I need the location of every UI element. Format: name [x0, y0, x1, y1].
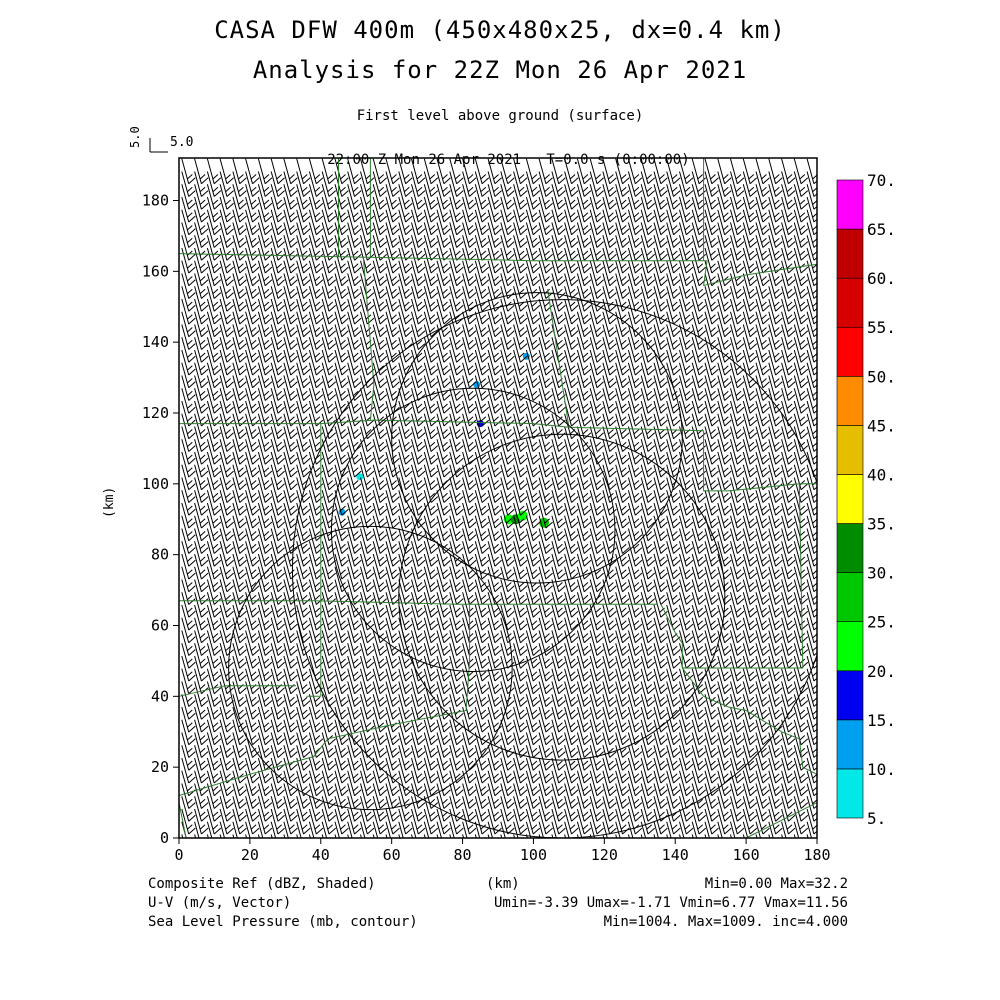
- county-line: [681, 667, 818, 775]
- colorbar-label: 10.: [867, 760, 896, 779]
- colorbar-label: 60.: [867, 269, 896, 288]
- colorbar-label: 40.: [867, 465, 896, 484]
- y-tick-label: 160: [142, 262, 169, 280]
- x-tick-label: 100: [520, 846, 547, 864]
- y-tick-label: 180: [142, 192, 169, 210]
- chart-title-line1: CASA DFW 400m (450x480x25, dx=0.4 km): [214, 16, 786, 44]
- y-tick-label: 140: [142, 333, 169, 351]
- colorbar-swatch: [836, 719, 864, 770]
- colorbar-label: 5.: [867, 809, 886, 828]
- range-ring: [398, 433, 726, 761]
- wind-vector-stats: Umin=-3.39 Umax=-1.71 Vmin=6.77 Vmax=11.…: [493, 895, 848, 911]
- wind-vector-label: U-V (m/s, Vector): [148, 895, 292, 911]
- colorbar-swatch: [836, 768, 864, 819]
- wind-vectors-layer: [181, 158, 817, 838]
- county-line: [179, 419, 704, 432]
- range-rings-layer: [228, 292, 817, 838]
- colorbar-label: 15.: [867, 711, 896, 730]
- county-line: [178, 600, 471, 796]
- colorbar-label: 45.: [867, 416, 896, 435]
- colorbar-label: 55.: [867, 318, 896, 337]
- range-ring: [330, 387, 616, 673]
- x-tick-label: 40: [312, 846, 330, 864]
- x-tick-label: 180: [803, 846, 830, 864]
- y-tick-label: 120: [142, 404, 169, 422]
- wind-barbs: [181, 158, 817, 838]
- x-tick-label: 0: [174, 846, 183, 864]
- ref-vector-label: 5.0: [170, 135, 194, 150]
- x-axis-unit: (km): [486, 876, 520, 892]
- colorbar-label: 50.: [867, 367, 896, 386]
- y-tick-label: 20: [151, 758, 169, 776]
- colorbar-swatch: [836, 621, 864, 672]
- x-tick-label: 160: [733, 846, 760, 864]
- county-line: [178, 685, 296, 697]
- colorbar-swatch: [836, 179, 864, 230]
- county-line: [178, 253, 708, 262]
- y-axis: 0 20 40 60 80 100 120 140 160 180: [142, 192, 179, 847]
- colorbar-label: 35.: [867, 515, 896, 534]
- chart-title-line2: Analysis for 22Z Mon 26 Apr 2021: [252, 56, 748, 84]
- colorbar-swatch: [836, 376, 864, 426]
- x-tick-label: 80: [454, 846, 472, 864]
- reflectivity-cell: [356, 473, 364, 481]
- colorbar-label: 20.: [867, 662, 896, 681]
- colorbar-swatch: [836, 425, 864, 475]
- x-tick-label: 60: [383, 846, 401, 864]
- colorbar-label: 30.: [867, 564, 896, 583]
- county-line: [306, 423, 322, 697]
- colorbar-swatch: [836, 474, 864, 524]
- colorbar-label: 70.: [867, 171, 896, 190]
- county-line: [547, 288, 570, 428]
- y-tick-label: 0: [160, 829, 169, 847]
- range-ring: [228, 525, 513, 811]
- county-line: [703, 260, 818, 287]
- colorbar-swatch: [836, 670, 864, 721]
- y-tick-label: 80: [151, 546, 169, 564]
- y-tick-label: 60: [151, 617, 169, 635]
- colorbar-swatch: [836, 277, 864, 328]
- colorbar-label: 25.: [867, 613, 896, 632]
- colorbar-swatch: [836, 326, 864, 377]
- x-tick-label: 140: [662, 846, 689, 864]
- forecast-time: T=0.0 s (0:00:00): [546, 152, 690, 168]
- x-tick-label: 20: [241, 846, 259, 864]
- colorbar-swatch: [836, 523, 864, 573]
- county-line: [362, 257, 375, 421]
- ref-vector-icon: [149, 138, 168, 153]
- x-tick-label: 120: [591, 846, 618, 864]
- y-tick-label: 40: [151, 687, 169, 705]
- colorbar: 5. 10. 15. 20. 25. 30. 35. 40. 45. 50. 55. 60. 65. 70…: [836, 171, 896, 828]
- county-lines-layer: [178, 158, 818, 839]
- level-label: First level above ground (surface): [356, 108, 644, 124]
- pressure-contour-label: Sea Level Pressure (mb, contour): [148, 914, 418, 930]
- y-tick-label: 100: [142, 475, 169, 493]
- county-line: [703, 430, 817, 492]
- plot-frame: [178, 157, 818, 839]
- composite-ref-label: Composite Ref (dBZ, Shaded): [148, 876, 376, 892]
- colorbar-label: 65.: [867, 220, 896, 239]
- range-ring: [391, 292, 683, 584]
- county-line: [179, 600, 658, 605]
- pressure-contour-stats: Min=1004. Max=1009. inc=4.000: [603, 914, 848, 930]
- composite-ref-stats: Min=0.00 Max=32.2: [704, 876, 848, 892]
- colorbar-swatch: [836, 228, 864, 279]
- colorbar-swatch: [836, 572, 864, 622]
- county-line: [745, 802, 818, 839]
- x-axis: 0 20 40 60 80 100 120 140 160 180: [174, 838, 831, 864]
- county-line: [178, 802, 187, 839]
